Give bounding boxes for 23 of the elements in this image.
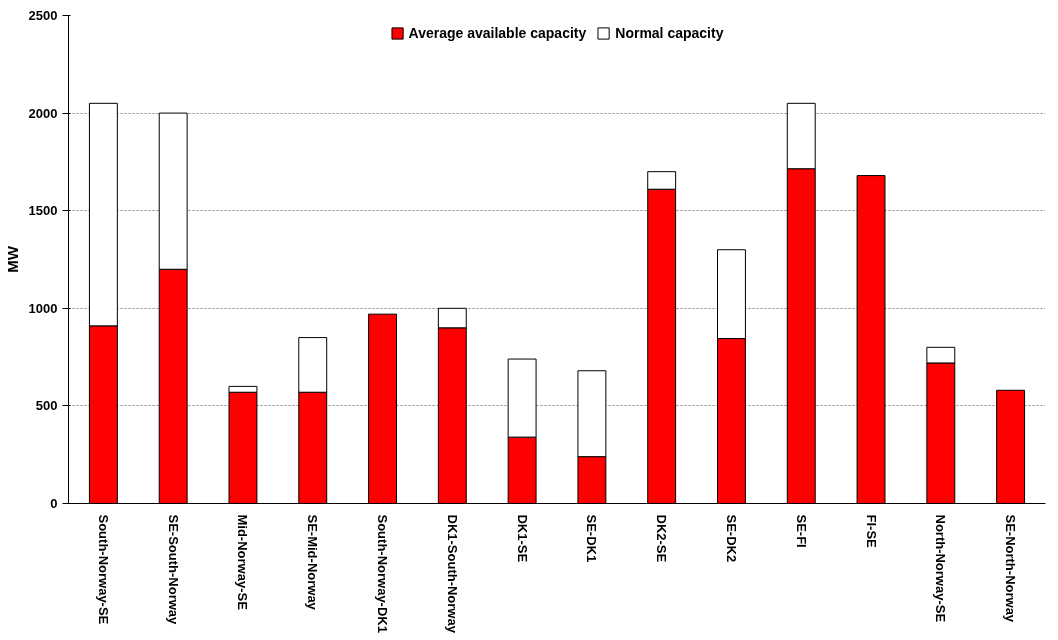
x-tick-label: North-Norway-SE xyxy=(933,514,949,623)
x-tick-label: DK1-South-Norway xyxy=(444,514,460,634)
x-tick-label: SE-North-Norway xyxy=(1003,514,1019,623)
y-tick-label: 1000 xyxy=(28,300,58,316)
legend-label: Average available capacity xyxy=(408,25,587,41)
x-tick-label: SE-DK1 xyxy=(584,514,600,563)
x-tick-label: DK2-SE xyxy=(654,514,670,563)
x-tick-label: South-Norway-SE xyxy=(95,514,111,625)
y-tick-label: 2500 xyxy=(28,8,58,23)
y-axis-title: MW xyxy=(3,245,21,273)
x-tick-label: SE-DK2 xyxy=(723,514,739,563)
legend-label: Normal capacity xyxy=(615,25,724,41)
x-tick-label: FI-SE xyxy=(863,514,879,549)
y-tick-label: 500 xyxy=(35,398,58,414)
x-tick-label: SE-Mid-Norway xyxy=(305,514,321,611)
x-tick-label: South-Norway-DK1 xyxy=(375,514,391,633)
y-tick-label: 2000 xyxy=(28,105,58,121)
x-tick-label: SE-South-Norway xyxy=(165,514,181,626)
y-tick-label: 0 xyxy=(50,496,58,511)
y-tick-label: 1500 xyxy=(28,203,58,219)
x-tick-label: DK1-SE xyxy=(514,514,530,563)
x-tick-label: SE-FI xyxy=(793,514,809,548)
x-tick-label: Mid-Norway-SE xyxy=(235,514,251,611)
